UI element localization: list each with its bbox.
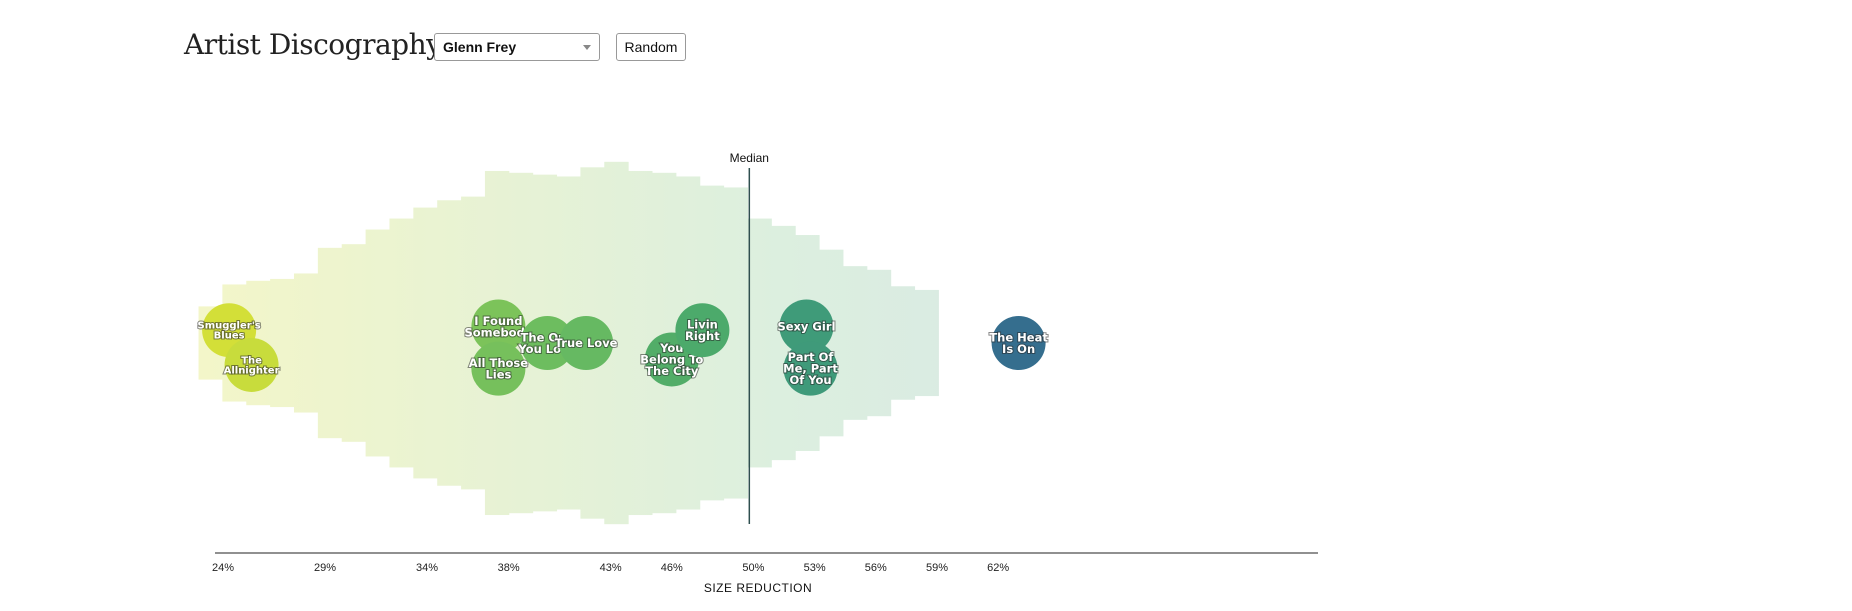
distribution-band xyxy=(747,218,772,468)
song-bubble[interactable]: Livin Right xyxy=(675,303,730,358)
distribution-band xyxy=(866,269,892,417)
median-group: Median xyxy=(730,151,769,524)
song-bubble-circle[interactable] xyxy=(224,337,279,392)
chevron-down-icon xyxy=(583,45,591,50)
song-bubble-label: Part Of Me, Part Of You xyxy=(783,350,838,387)
x-tick-label: 53% xyxy=(804,562,826,574)
x-tick-label: 43% xyxy=(600,562,622,574)
x-tick-label: 56% xyxy=(865,562,887,574)
song-bubble-label: True Love xyxy=(555,336,618,350)
song-bubble-circle[interactable] xyxy=(471,299,526,354)
x-axis-label: SIZE REDUCTION xyxy=(704,581,812,595)
distribution-band xyxy=(914,289,939,397)
song-bubble-circle[interactable] xyxy=(783,341,838,396)
song-bubble-label: I Found Somebody xyxy=(464,314,532,340)
song-bubble-label: All Those Lies xyxy=(469,356,529,382)
x-tick-label: 62% xyxy=(987,562,1009,574)
distribution-band xyxy=(365,229,390,457)
distribution-band xyxy=(437,200,462,486)
random-button[interactable]: Random xyxy=(616,33,686,61)
song-bubble-label: The Heat Is On xyxy=(989,330,1048,356)
song-bubble-label: You Belong To The City xyxy=(640,341,703,378)
x-tick-label: 29% xyxy=(314,562,336,574)
song-bubble[interactable]: The Allnighter xyxy=(223,337,281,392)
distribution-band xyxy=(723,187,748,499)
song-bubble-circle[interactable] xyxy=(991,316,1046,370)
song-bubble-circle[interactable] xyxy=(559,316,614,370)
distribution-band xyxy=(413,207,438,479)
distribution-band xyxy=(270,278,295,408)
x-axis: 24% 29% 34% 38% 43% 46% 50% 53% 56% 59% 62% SIZE RE… xyxy=(212,552,1318,595)
song-bubble[interactable]: Sexy Girl xyxy=(776,299,836,354)
artist-select[interactable]: Glenn Frey xyxy=(434,33,600,61)
x-tick-label: 34% xyxy=(416,562,438,574)
song-bubble-circle[interactable] xyxy=(520,316,575,370)
median-label: Median xyxy=(730,151,769,165)
song-bubble-label: Sexy Girl xyxy=(777,320,835,334)
song-bubble[interactable]: True Love xyxy=(554,316,619,370)
song-bubble-label: The Allnighter xyxy=(224,355,280,376)
x-tick-label: 24% xyxy=(212,562,234,574)
song-bubble[interactable]: Part Of Me, Part Of You xyxy=(782,341,839,396)
distribution-band xyxy=(293,273,319,413)
distribution-band xyxy=(628,170,653,516)
song-bubble[interactable]: I Found Somebody xyxy=(463,299,534,354)
distribution-band xyxy=(317,247,343,439)
x-tick-label: 38% xyxy=(498,562,520,574)
artist-select-value: Glenn Frey xyxy=(443,39,517,55)
song-bubble[interactable]: All Those Lies xyxy=(468,341,529,396)
x-tick-label: 50% xyxy=(742,562,764,574)
song-bubble[interactable]: The Heat Is On xyxy=(988,316,1049,370)
distribution-band xyxy=(890,286,916,400)
song-bubble-label: Livin Right xyxy=(685,317,720,343)
song-bubbles: Smuggler's Blues The Allnighter I Found Someb… xyxy=(197,299,1049,396)
song-bubble-circle[interactable] xyxy=(675,303,730,358)
distribution-band xyxy=(842,266,868,420)
distribution-band xyxy=(341,244,367,442)
song-bubble-circle[interactable] xyxy=(779,299,834,354)
distribution-band xyxy=(389,218,414,468)
x-tick-label: 59% xyxy=(926,562,948,574)
song-bubble-label: Smuggler's Blues xyxy=(198,321,261,342)
x-tick-label: 46% xyxy=(661,562,683,574)
song-bubble-circle[interactable] xyxy=(471,341,526,396)
page-title: Artist Discography xyxy=(184,28,442,61)
